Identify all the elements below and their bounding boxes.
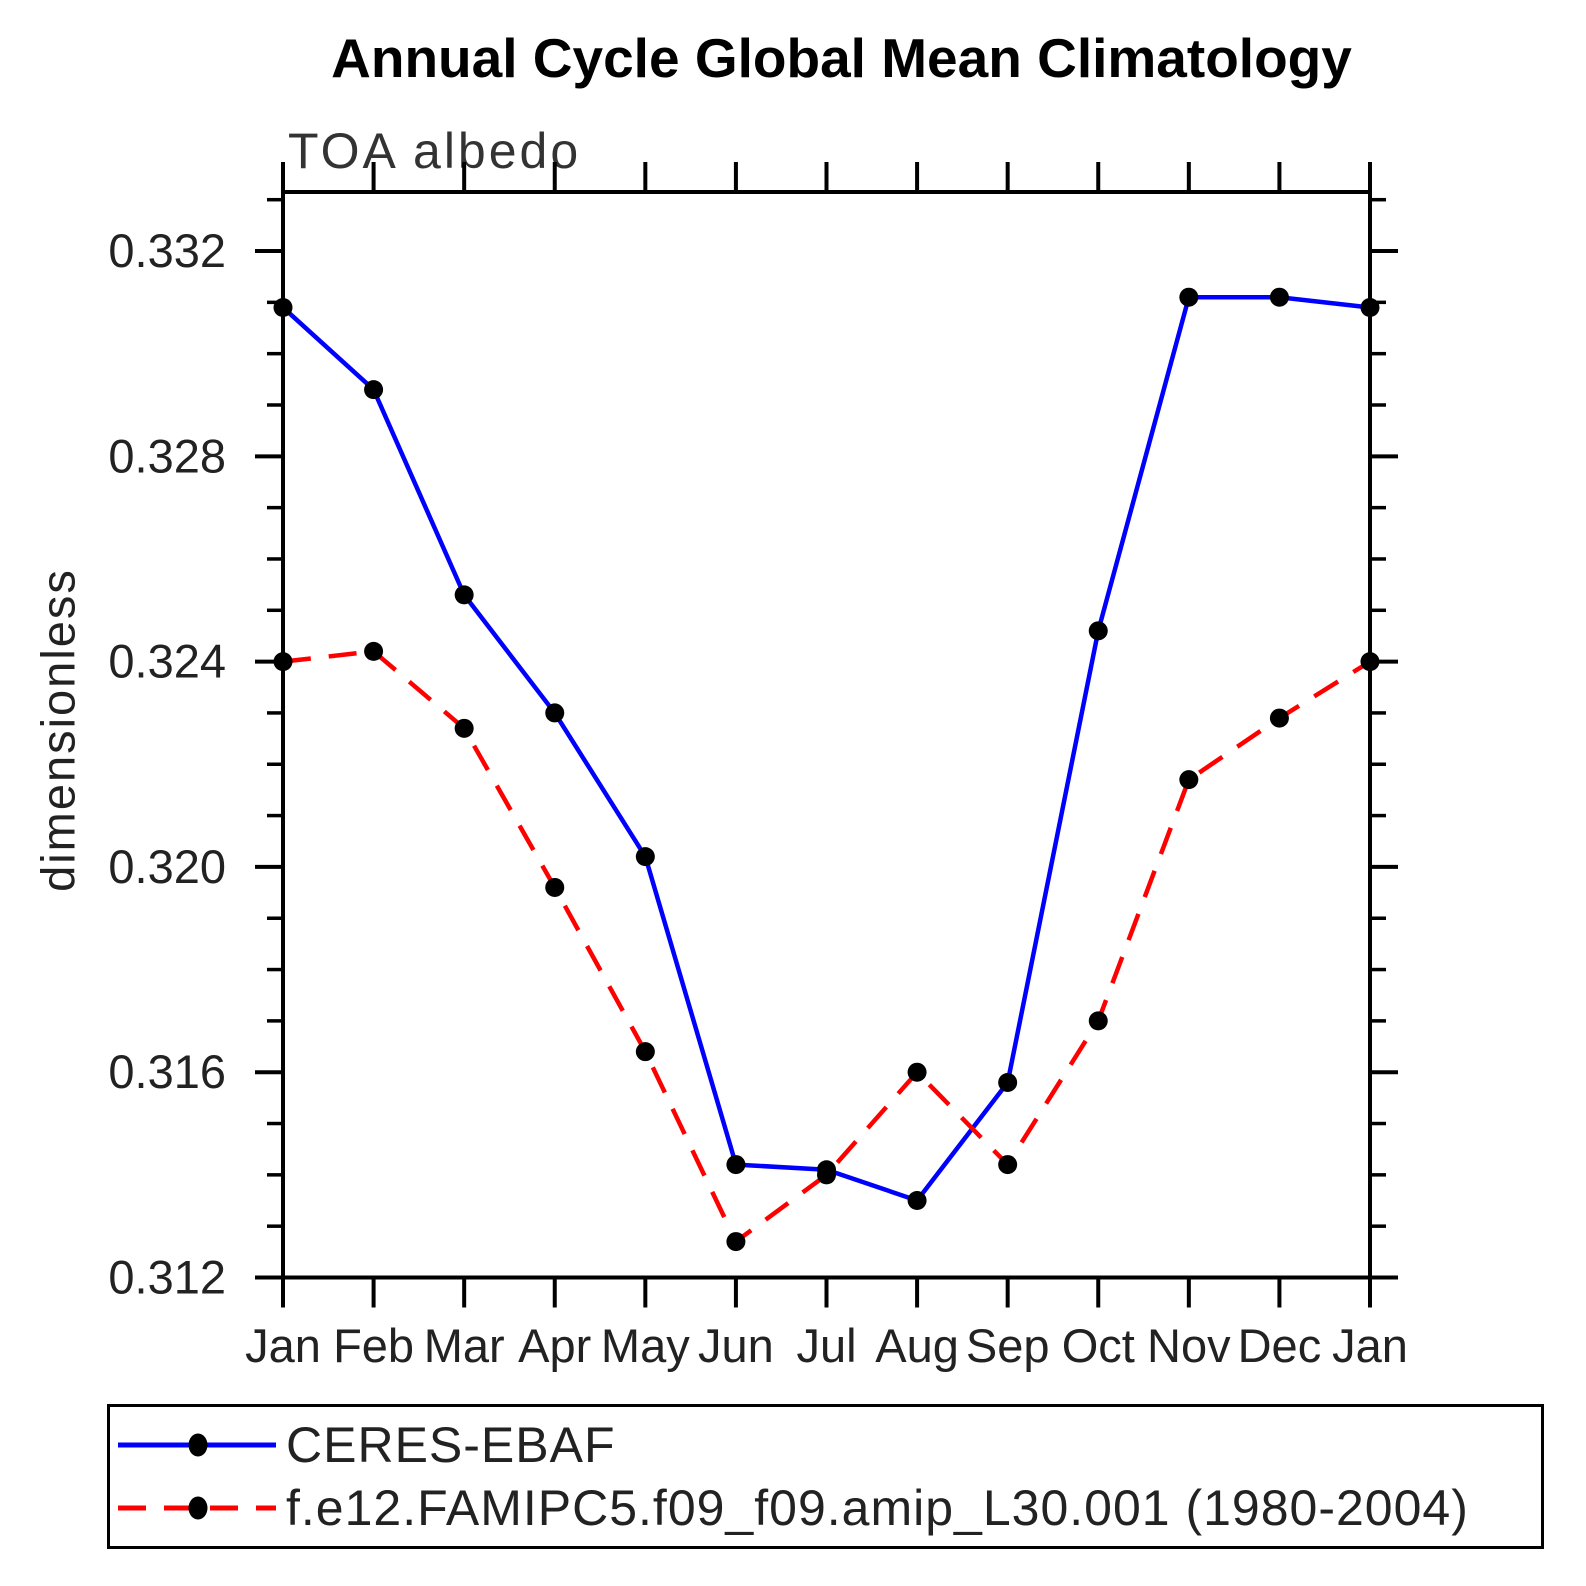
data-point-marker	[1360, 297, 1380, 317]
x-tick-label: Feb	[333, 1319, 414, 1372]
legend-label-model: f.e12.FAMIPC5.f09_f09.amip_L30.001 (1980…	[286, 1480, 1469, 1537]
y-tick-label: 0.320	[108, 840, 226, 893]
x-tick-label: Sep	[966, 1319, 1050, 1372]
x-tick-label: Dec	[1238, 1319, 1322, 1372]
series-1-line	[282, 649, 1372, 1244]
data-point-marker	[364, 641, 384, 661]
data-point-marker	[454, 585, 474, 605]
y-tick-label: 0.332	[108, 224, 226, 277]
x-tick-label: Oct	[1062, 1319, 1135, 1372]
x-tick-label: Mar	[424, 1319, 505, 1372]
x-tick-label: Nov	[1147, 1319, 1231, 1372]
data-point-marker	[817, 1165, 836, 1185]
data-point-marker	[273, 297, 293, 317]
data-point-marker	[1179, 770, 1199, 790]
legend-label-ceres: CERES-EBAF	[286, 1416, 616, 1473]
data-point-marker	[907, 1062, 927, 1082]
x-tick-label: May	[601, 1319, 690, 1372]
x-tick-label: Apr	[518, 1319, 591, 1372]
legend-marker-circle	[188, 1496, 208, 1520]
data-point-marker	[1269, 708, 1289, 728]
data-point-marker	[726, 1155, 746, 1175]
series-1-markers	[273, 641, 1380, 1252]
y-tick-label: 0.324	[108, 635, 226, 688]
data-point-marker	[635, 1042, 655, 1062]
data-point-marker	[1088, 1011, 1108, 1031]
data-point-marker	[364, 380, 384, 400]
x-tick-label: Jul	[796, 1319, 856, 1372]
data-point-marker	[273, 652, 293, 672]
chart-subtitle: TOA albedo	[288, 123, 582, 179]
data-point-marker	[726, 1232, 746, 1252]
legend-swatch-solid-line	[118, 1433, 276, 1457]
x-tick-label: Jun	[698, 1319, 774, 1372]
y-tick-label: 0.328	[108, 429, 226, 482]
x-axis-ticks	[281, 162, 1372, 1308]
chart-title: Annual Cycle Global Mean Climatology	[331, 27, 1352, 89]
x-tick-label: Jan	[1332, 1319, 1408, 1372]
y-tick-label: 0.312	[108, 1251, 226, 1304]
y-tick-label: 0.316	[108, 1045, 226, 1098]
x-tick-label: Jan	[245, 1319, 321, 1372]
legend-swatch-dashed-line	[118, 1496, 276, 1520]
series-0-line	[281, 294, 1371, 1203]
data-point-marker	[907, 1191, 927, 1211]
data-point-marker	[1269, 287, 1289, 307]
x-tick-labels: Jan Feb Mar Apr May Jun Jul Aug Sep Oct Nov Dec Jan	[245, 1319, 1408, 1372]
data-point-marker	[1179, 287, 1199, 307]
data-point-marker	[1360, 652, 1380, 672]
data-point-marker	[998, 1072, 1018, 1092]
y-axis-ticks	[255, 197, 1398, 1280]
data-point-marker	[545, 703, 565, 723]
legend-item-ceres: CERES-EBAF	[110, 1415, 1541, 1475]
data-point-marker	[1088, 621, 1108, 641]
data-point-marker	[998, 1155, 1018, 1175]
legend-item-model: f.e12.FAMIPC5.f09_f09.amip_L30.001 (1980…	[110, 1478, 1541, 1538]
data-point-marker	[454, 718, 474, 738]
legend-marker-circle	[188, 1433, 208, 1457]
y-tick-labels: 0.312 0.316 0.320 0.324 0.328 0.332	[108, 224, 226, 1303]
data-point-marker	[545, 877, 565, 897]
series-0-markers	[273, 287, 1380, 1211]
plot-frame	[281, 190, 1372, 1280]
legend: CERES-EBAF f.e12.FAMIPC5.f09_f09.amip_L3…	[107, 1404, 1544, 1549]
x-tick-label: Aug	[875, 1319, 959, 1372]
data-point-marker	[635, 847, 655, 867]
